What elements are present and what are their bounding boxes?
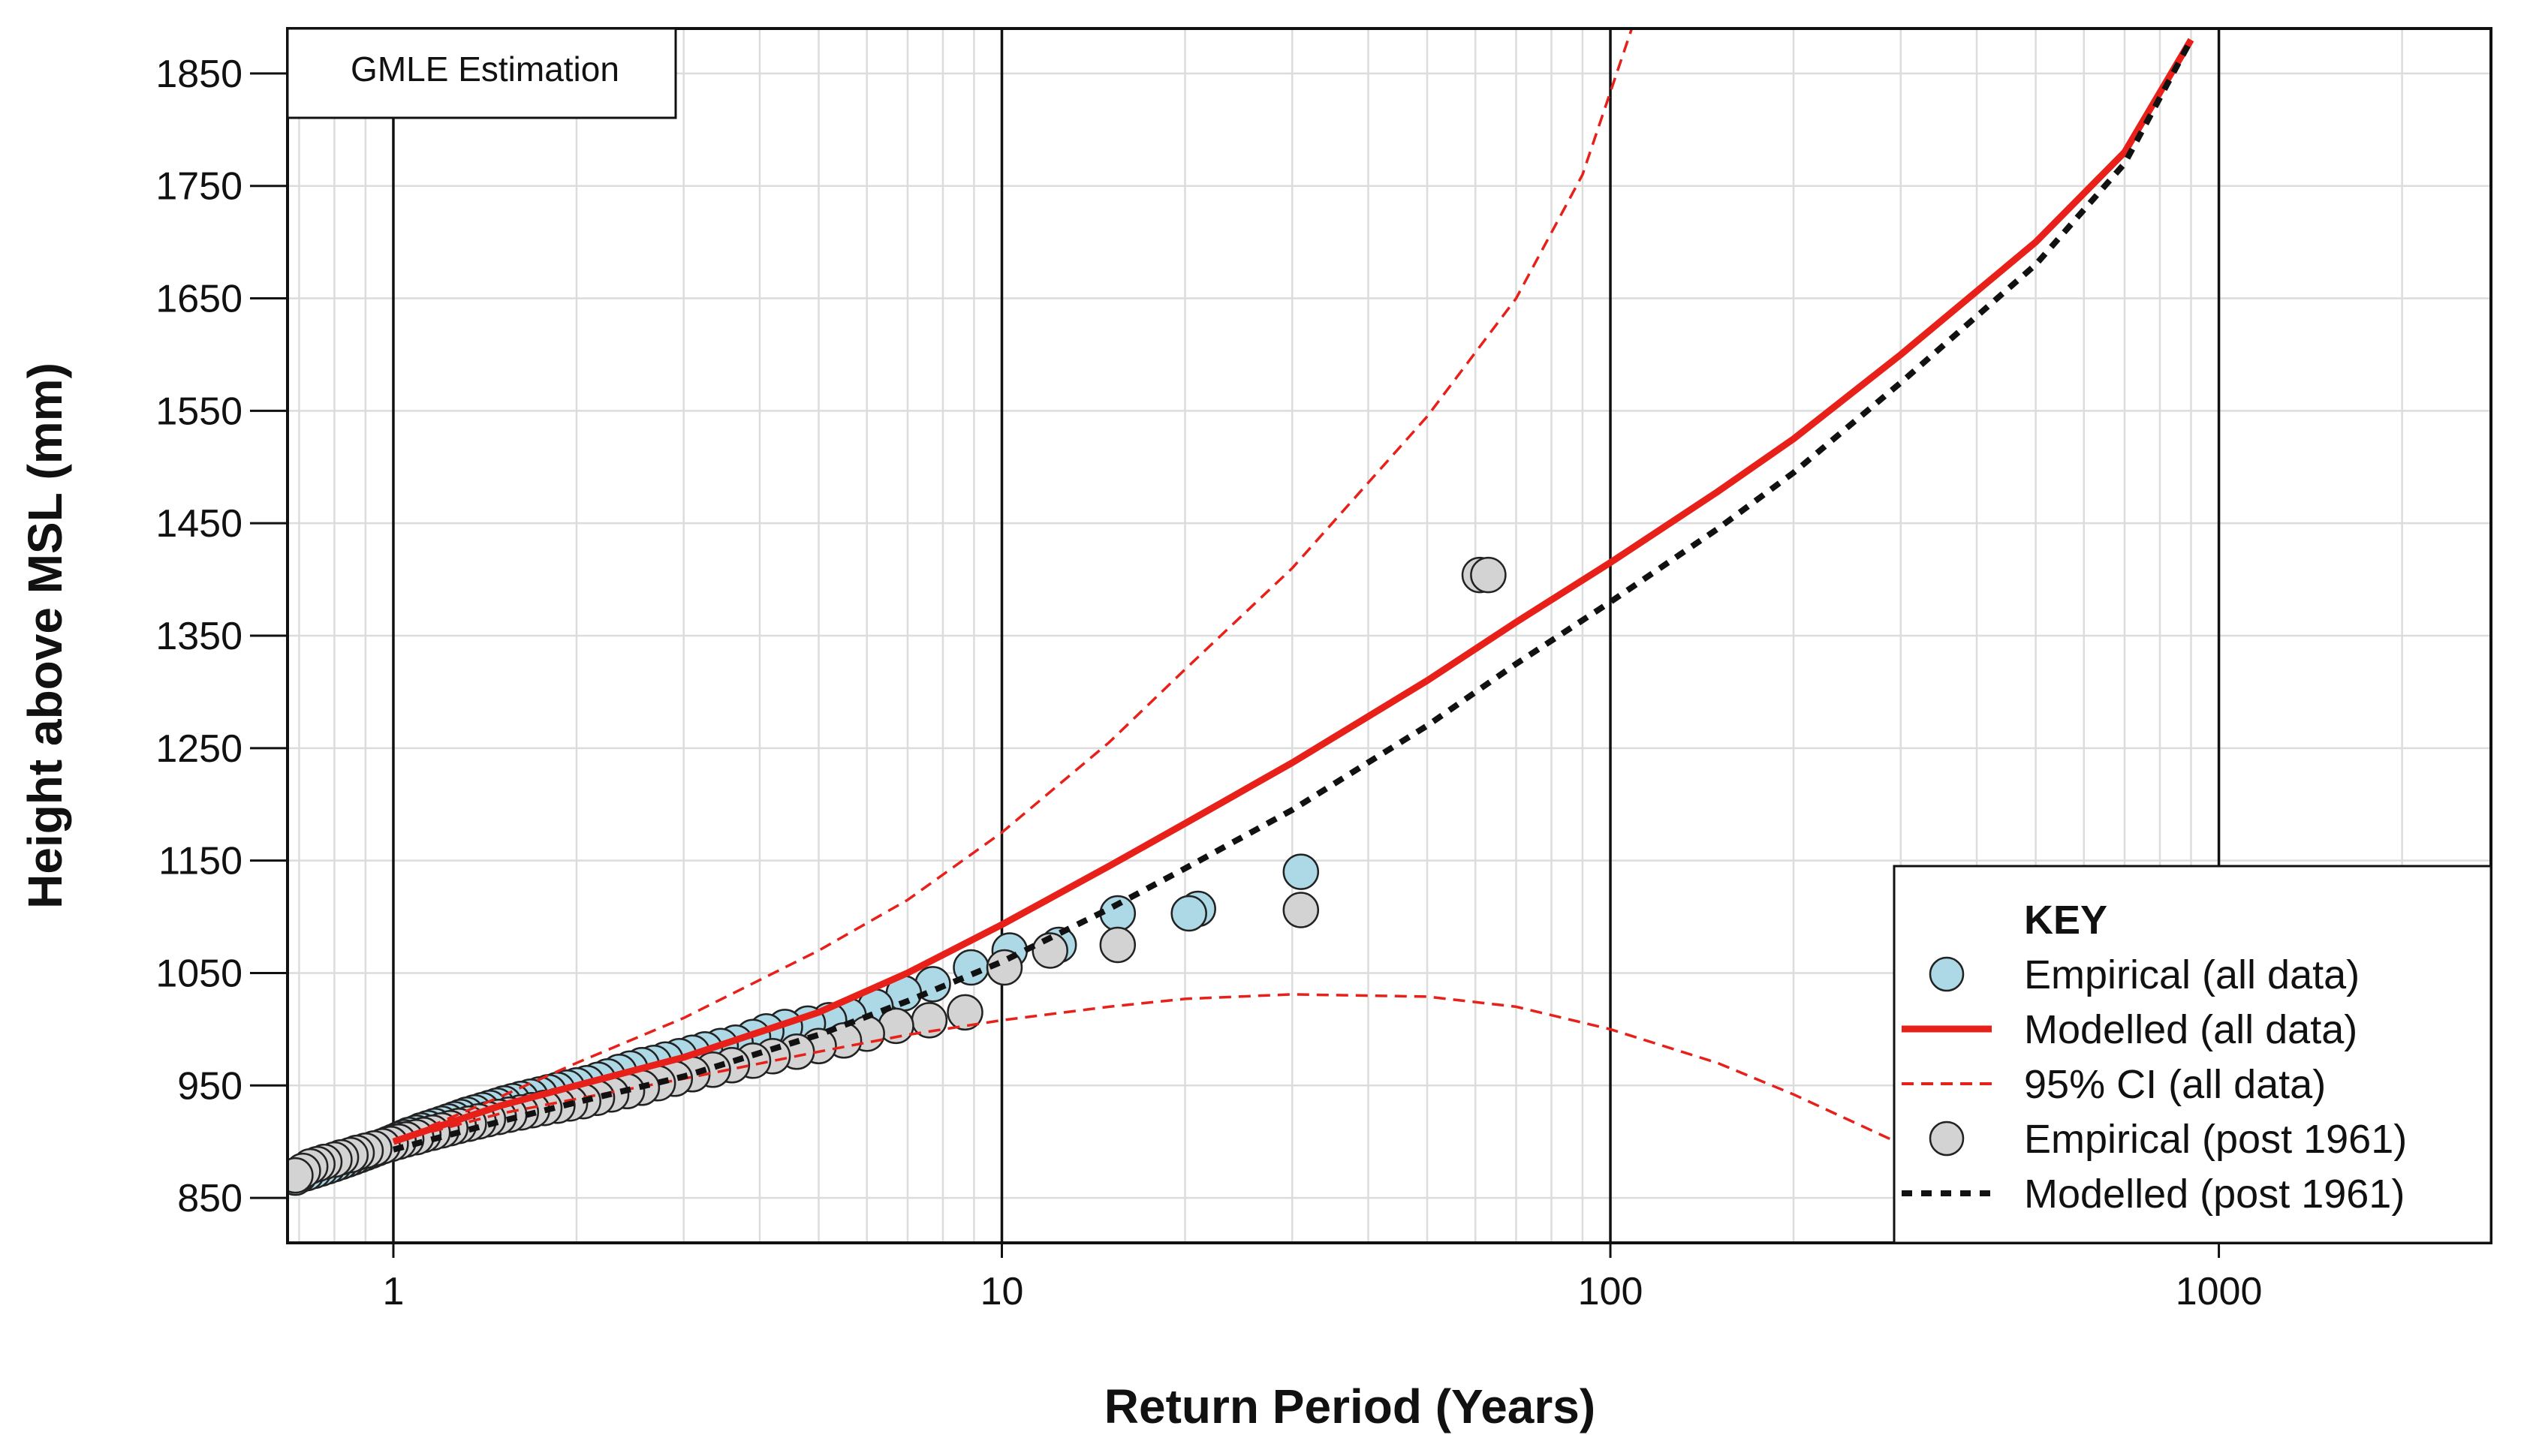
legend-title: KEY xyxy=(2024,898,2107,943)
data-point xyxy=(1170,895,1207,932)
legend-frame xyxy=(1893,865,2492,1244)
data-point xyxy=(1099,926,1137,964)
x-tick-label: 10 xyxy=(980,1270,1024,1313)
y-axis-title: Height above MSL (mm) xyxy=(18,362,72,909)
legend-label-ci: 95% CI (all data) xyxy=(2024,1062,2326,1107)
series-line-modelled-all-data xyxy=(392,38,2194,1145)
y-tick-label: 950 xyxy=(177,1064,242,1108)
data-point xyxy=(288,1157,314,1194)
annotation-label: GMLE Estimation xyxy=(351,50,619,89)
annotation-box: GMLE Estimation xyxy=(286,27,677,119)
y-tick-label: 1350 xyxy=(155,615,242,658)
data-point xyxy=(1470,556,1507,594)
legend-label-modelled-all: Modelled (all data) xyxy=(2024,1007,2357,1052)
data-point xyxy=(947,994,983,1031)
series-line-95-ci-all-data-upper xyxy=(393,29,1634,1143)
series-line-modelled-post-1961 xyxy=(392,38,2194,1153)
y-tick-label: 1450 xyxy=(155,502,242,546)
axes: 1 10 100 1000 850 950 1050 1150 1250 1350 1450 1550… xyxy=(155,53,2262,1313)
data-point xyxy=(1282,853,1320,890)
grid-lines xyxy=(288,29,2491,1243)
x-tick-label: 1 xyxy=(383,1270,405,1313)
annotation-frame xyxy=(286,27,677,119)
data-point xyxy=(1032,932,1068,969)
y-tick-label: 1750 xyxy=(155,165,242,209)
y-tick-label: 850 xyxy=(177,1177,242,1220)
legend: KEY Empirical (all data) Modelled (all d… xyxy=(1893,865,2492,1244)
y-tick-label: 1250 xyxy=(155,727,242,771)
data-series xyxy=(288,29,2194,1196)
legend-swatch-empirical-all xyxy=(1929,956,1965,992)
legend-label-modelled-post: Modelled (post 1961) xyxy=(2024,1172,2405,1217)
data-point xyxy=(1282,892,1320,928)
x-tick-label: 1000 xyxy=(2176,1270,2263,1313)
y-tick-label: 1050 xyxy=(155,952,242,995)
y-tick-label: 1150 xyxy=(158,840,242,883)
legend-label-empirical-post: Empirical (post 1961) xyxy=(2024,1117,2407,1162)
y-tick-label: 1650 xyxy=(155,278,242,321)
y-tick-label: 1550 xyxy=(155,390,242,433)
x-tick-label: 100 xyxy=(1578,1270,1643,1313)
legend-swatch-empirical-post xyxy=(1929,1121,1965,1157)
legend-label-empirical-all: Empirical (all data) xyxy=(2024,952,2360,997)
y-tick-label: 1850 xyxy=(155,53,242,96)
x-axis-title: Return Period (Years) xyxy=(1104,1379,1595,1433)
